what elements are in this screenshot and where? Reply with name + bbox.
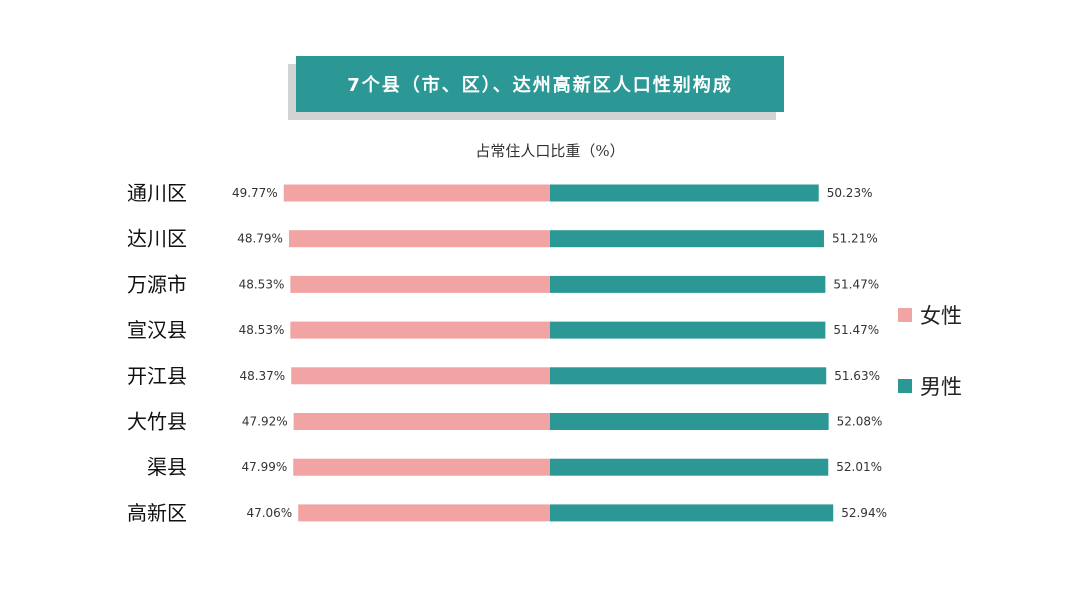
legend-item-male: 男性 (898, 371, 1018, 401)
data-label-female: 48.53% (239, 277, 285, 291)
bar-female (290, 321, 550, 339)
legend-item-female: 女性 (898, 300, 1018, 330)
chart-subtitle: 占常住人口比重（%） (475, 142, 625, 160)
bar-row: 渠县 47.99% 52.01% (147, 455, 882, 479)
bar-row: 达川区 48.79% 51.21% (127, 227, 878, 251)
legend-swatch-female (898, 308, 912, 322)
bar-row: 宣汉县 48.53% 51.47% (127, 318, 879, 342)
data-label-male: 52.01% (836, 460, 882, 474)
data-label-male: 51.47% (833, 277, 879, 291)
bar-male (550, 184, 819, 202)
data-label-male: 50.23% (827, 186, 873, 200)
bar-male (550, 367, 827, 385)
bar-female (293, 413, 550, 430)
chart-title: 7个县（市、区）、达州高新区人口性别构成 (296, 56, 784, 112)
title-banner: 7个县（市、区）、达州高新区人口性别构成 (288, 56, 784, 120)
category-label: 开江县 (127, 364, 187, 388)
data-label-female: 47.06% (246, 506, 292, 520)
data-label-female: 48.53% (239, 323, 285, 337)
bar-male (550, 321, 826, 339)
bar-female (291, 367, 550, 385)
bar-female (298, 504, 550, 522)
category-label: 通川区 (127, 181, 187, 205)
legend-label-female: 女性 (920, 304, 962, 328)
bar-row: 高新区 47.06% 52.94% (127, 501, 887, 525)
data-label-male: 51.63% (834, 369, 880, 383)
data-label-female: 48.37% (239, 369, 285, 383)
data-label-male: 52.08% (837, 415, 883, 429)
bar-row: 开江县 48.37% 51.63% (127, 364, 880, 388)
category-label: 大竹县 (127, 410, 187, 434)
bar-male (550, 458, 829, 476)
category-label: 宣汉县 (127, 318, 187, 342)
bar-male (550, 275, 826, 293)
category-label: 万源市 (127, 272, 187, 296)
category-label: 高新区 (127, 501, 187, 525)
bar-female (293, 458, 550, 476)
data-label-female: 47.92% (242, 415, 288, 429)
bar-male (550, 230, 824, 248)
category-label: 渠县 (147, 455, 187, 479)
data-label-female: 49.77% (232, 186, 278, 200)
data-label-male: 51.21% (832, 232, 878, 246)
bar-row: 万源市 48.53% 51.47% (127, 272, 879, 296)
bar-female (290, 275, 550, 293)
bar-row: 通川区 49.77% 50.23% (127, 181, 872, 205)
data-label-male: 51.47% (833, 323, 879, 337)
legend-swatch-male (898, 379, 912, 393)
category-label: 达川区 (127, 227, 187, 251)
bar-row: 大竹县 47.92% 52.08% (127, 410, 882, 434)
data-label-male: 52.94% (841, 506, 887, 520)
legend-label-male: 男性 (920, 375, 962, 399)
bar-female (288, 230, 550, 248)
bar-female (283, 184, 550, 202)
bar-male (550, 504, 834, 522)
data-label-female: 47.99% (241, 460, 287, 474)
data-label-female: 48.79% (237, 232, 283, 246)
bar-male (550, 413, 829, 430)
